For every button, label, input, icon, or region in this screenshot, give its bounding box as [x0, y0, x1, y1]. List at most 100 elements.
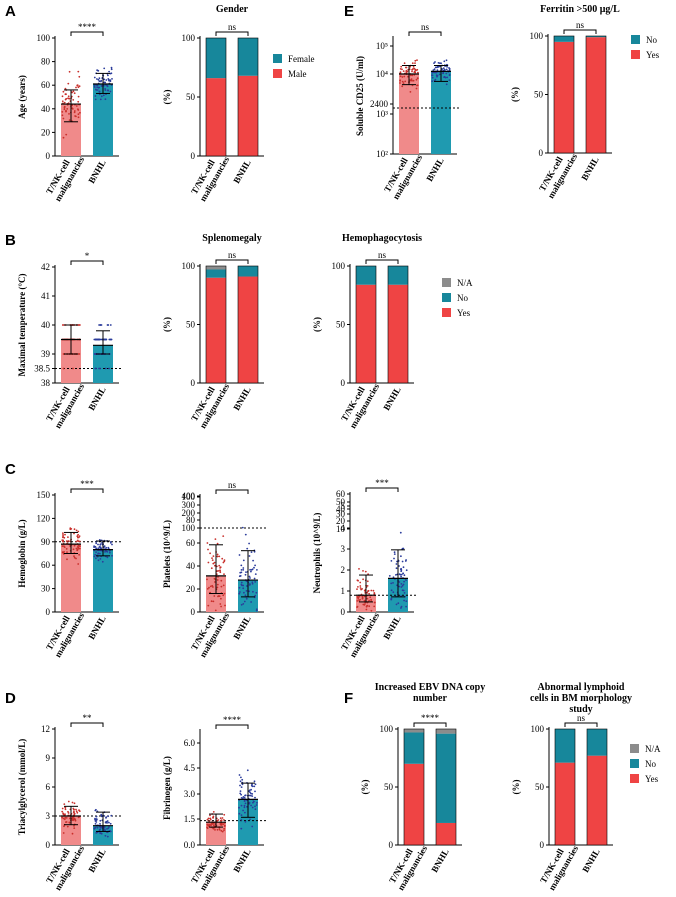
data-point — [65, 133, 68, 136]
x-category-label: BNHL — [231, 158, 252, 185]
data-point — [76, 811, 79, 814]
data-point — [240, 583, 243, 586]
y-tick-label: 0 — [46, 151, 51, 161]
data-point — [368, 592, 370, 595]
significance-label: **** — [223, 715, 242, 725]
data-point — [99, 819, 102, 822]
data-point — [411, 74, 414, 77]
data-point — [414, 62, 416, 64]
data-point — [219, 566, 222, 569]
y-tick-label: 4.5 — [184, 763, 196, 773]
legend-f: N/A No Yes — [630, 744, 661, 784]
data-point — [244, 811, 246, 814]
data-point — [207, 561, 210, 564]
data-point — [75, 557, 77, 560]
data-point — [407, 75, 409, 78]
data-point — [402, 70, 405, 72]
data-point — [440, 62, 442, 65]
data-point — [238, 812, 241, 815]
data-point — [240, 786, 243, 788]
data-point — [98, 90, 101, 93]
data-point — [108, 70, 110, 73]
data-point — [221, 557, 224, 560]
significance-label: **** — [421, 713, 440, 723]
y-tick-label: 100 — [182, 492, 196, 502]
data-point — [248, 794, 251, 797]
data-point — [64, 816, 67, 819]
data-point — [94, 818, 96, 821]
y-tick-label: 40 — [336, 504, 346, 514]
data-point — [206, 542, 209, 544]
legend-yn: No Yes — [631, 35, 660, 60]
panel-letter-c: C — [5, 461, 16, 478]
data-point — [77, 86, 80, 89]
data-point — [75, 86, 77, 89]
data-point — [71, 801, 74, 804]
data-point — [359, 585, 362, 587]
y-axis-label: Fibrinogen (g/L) — [162, 756, 172, 820]
data-point — [61, 114, 64, 117]
y-tick-label: 0 — [341, 607, 346, 617]
data-point — [93, 85, 96, 87]
data-point — [61, 807, 64, 810]
bar-outline — [387, 265, 409, 384]
data-point — [110, 66, 113, 69]
data-point — [111, 543, 113, 546]
x-category-label: BNHL — [231, 385, 252, 412]
significance-label: ns — [378, 250, 387, 260]
data-point — [71, 91, 73, 94]
significance-bracket — [215, 31, 249, 36]
data-point — [360, 588, 362, 591]
y-tick-label: 0 — [46, 840, 51, 850]
data-point — [103, 67, 106, 70]
data-point — [365, 608, 368, 611]
data-point — [213, 561, 216, 564]
data-point — [411, 70, 413, 73]
data-point — [370, 589, 373, 592]
data-point — [77, 533, 79, 536]
significance-label: ns — [577, 713, 586, 723]
chart-title-line: Increased EBV DNA copy — [375, 682, 485, 693]
data-point — [358, 568, 360, 570]
y-axis-label: (%) — [510, 87, 520, 102]
y-tick-label: 10³ — [376, 109, 388, 119]
chart-title-line: number — [413, 693, 447, 704]
data-point — [94, 88, 97, 91]
data-point — [100, 95, 103, 98]
y-tick-label: 100 — [332, 261, 346, 271]
chart-title-line: study — [569, 704, 592, 715]
significance-label: ns — [228, 480, 237, 490]
data-point — [255, 608, 258, 611]
data-point — [96, 78, 98, 80]
data-point — [401, 547, 404, 550]
data-point — [94, 823, 97, 825]
data-point — [256, 801, 258, 804]
stacked-bar-segment — [238, 266, 258, 277]
data-point — [76, 548, 79, 551]
data-point — [431, 74, 433, 77]
stacked-bar-segment — [436, 733, 456, 823]
data-point — [72, 548, 75, 551]
data-point — [255, 609, 258, 612]
data-point — [62, 813, 65, 816]
data-point — [251, 783, 253, 786]
data-point — [393, 551, 396, 554]
data-point — [414, 59, 417, 62]
data-point — [216, 828, 219, 831]
data-point — [64, 806, 67, 809]
data-point — [403, 574, 406, 577]
data-point — [104, 98, 107, 101]
stacked-bar-segment — [388, 266, 408, 285]
data-point — [73, 802, 76, 805]
data-point — [244, 820, 247, 823]
y-axis-label: Maximal temperature (°C) — [17, 274, 27, 377]
data-point — [356, 588, 358, 590]
data-point — [253, 566, 255, 569]
data-point — [433, 68, 436, 71]
data-point — [239, 784, 241, 787]
data-point — [219, 823, 222, 826]
y-tick-label: 100 — [530, 31, 544, 41]
legend-swatch — [442, 293, 451, 302]
data-point — [212, 562, 215, 565]
